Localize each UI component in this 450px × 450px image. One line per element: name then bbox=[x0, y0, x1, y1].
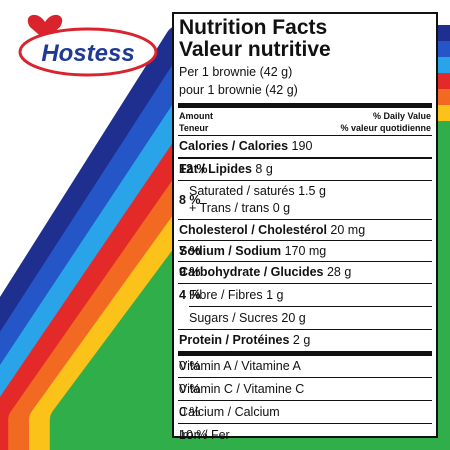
label-text: Vitamin C / Vitamine C bbox=[179, 381, 305, 396]
label-text: 8 % bbox=[179, 192, 201, 207]
label-text: % valeur quotidienne bbox=[340, 123, 431, 133]
label-text: Calories / Calories 190 bbox=[179, 139, 313, 153]
divider bbox=[178, 283, 432, 284]
divider bbox=[178, 103, 432, 108]
label-text: Teneur bbox=[179, 123, 209, 133]
logo-text: Hostess bbox=[41, 40, 134, 67]
logo-oval bbox=[18, 27, 158, 77]
label-text: Fat / Lipides 8 g bbox=[179, 162, 273, 176]
amount: 1 g bbox=[262, 287, 284, 302]
divider bbox=[178, 351, 432, 356]
label-text: 4 % bbox=[179, 287, 201, 302]
label-text: 0 % bbox=[179, 359, 201, 373]
amount: 20 mg bbox=[326, 222, 366, 237]
amount: 8 g bbox=[251, 162, 273, 176]
label-text: 0 % bbox=[179, 381, 201, 396]
nutrition-label: Nutrition Facts Valeur nutritive Per 1 bro… bbox=[172, 12, 438, 442]
label-text: Valeur nutritive bbox=[179, 38, 331, 61]
divider bbox=[178, 180, 432, 181]
label-text: pour 1 brownie (42 g) bbox=[179, 83, 298, 97]
divider bbox=[178, 329, 432, 330]
label-text: Fibre / Fibres 1 g bbox=[189, 287, 284, 302]
label-text: 10 % bbox=[179, 427, 208, 442]
label-text: 7 % bbox=[179, 243, 201, 258]
label-text: Per 1 brownie (42 g) bbox=[179, 65, 293, 79]
label-text: 9 % bbox=[179, 265, 201, 279]
label-text: Sugars / Sucres 20 g bbox=[189, 310, 306, 325]
label-text: Protein / Protéines 2 g bbox=[179, 333, 311, 347]
label-text: 0 % bbox=[179, 404, 201, 419]
label-text: Sodium / Sodium 170 mg bbox=[179, 243, 327, 258]
divider bbox=[178, 423, 432, 424]
divider bbox=[178, 135, 432, 136]
divider bbox=[178, 219, 432, 220]
label-text: Calcium / Calcium bbox=[179, 404, 280, 419]
divider bbox=[178, 240, 432, 241]
divider bbox=[189, 306, 432, 307]
label-text: Nutrition Facts bbox=[179, 16, 328, 39]
label-text: 12 % bbox=[179, 162, 208, 176]
label-text: + Trans / trans 0 g bbox=[189, 201, 291, 215]
amount: 20 g bbox=[277, 310, 306, 325]
label-text: Iron / Fer bbox=[179, 427, 230, 442]
label-text: Cholesterol / Cholestérol 20 mg bbox=[179, 222, 366, 237]
amount: 190 bbox=[288, 139, 313, 153]
amount: 28 g bbox=[323, 265, 352, 279]
amount: 2 g bbox=[289, 333, 311, 347]
label-text: Saturated / saturés 1.5 g bbox=[189, 184, 326, 198]
divider bbox=[178, 157, 432, 159]
divider bbox=[178, 400, 432, 401]
divider bbox=[178, 377, 432, 378]
label-text: % Daily Value bbox=[372, 111, 431, 121]
label-text: Carbohydrate / Glucides 28 g bbox=[179, 265, 352, 279]
heart-icon bbox=[27, 14, 63, 41]
divider bbox=[178, 261, 432, 262]
amount: 170 mg bbox=[281, 243, 327, 258]
label-text: Amount bbox=[179, 111, 213, 121]
label-text: Vitamin A / Vitamine A bbox=[179, 359, 301, 373]
